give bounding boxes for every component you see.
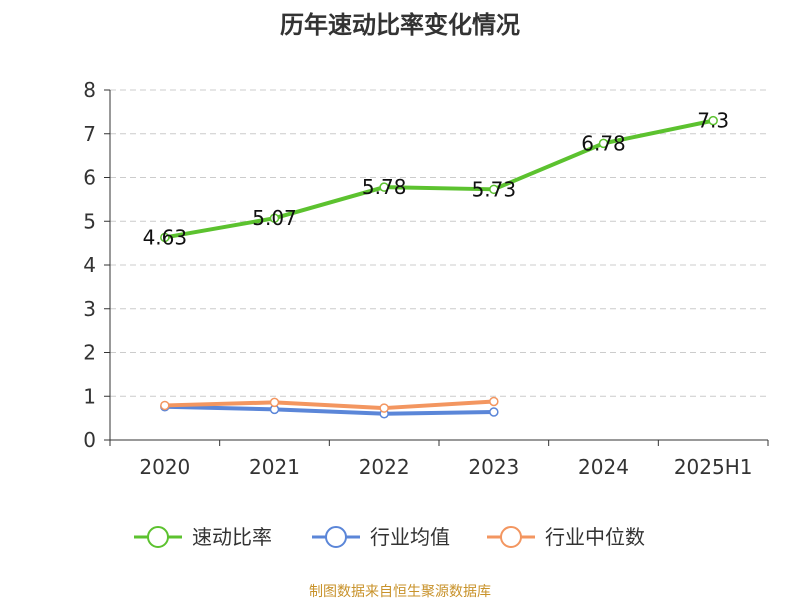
data-label: 5.73: [472, 177, 517, 201]
legend-label: 行业均值: [370, 525, 450, 549]
y-tick-label: 2: [83, 341, 96, 365]
x-tick-label: 2020: [139, 455, 190, 479]
x-tick-label: 2021: [249, 455, 300, 479]
y-tick-label: 6: [83, 166, 96, 190]
legend-label: 速动比率: [192, 525, 272, 549]
y-tick-label: 3: [83, 297, 96, 321]
series-line: [162, 404, 496, 416]
axes: 0 1 2 3 4 5 6 7 8 2020 2021 2022 2023 2024 2025H1: [83, 78, 769, 479]
grid: [110, 89, 768, 397]
data-label: 7.3: [697, 109, 729, 133]
y-tick-label: 7: [83, 122, 96, 146]
y-tick-label: 0: [83, 428, 96, 452]
chart-title: 历年速动比率变化情况: [280, 11, 520, 39]
data-point[interactable]: [269, 213, 280, 223]
x-tick-label: 2024: [578, 455, 629, 479]
x-tick-label: 2025H1: [674, 455, 753, 479]
data-point[interactable]: [160, 400, 170, 411]
y-tick-label: 1: [83, 384, 96, 408]
legend-item[interactable]: 行业中位数: [487, 525, 645, 549]
legend-item[interactable]: 行业均值: [312, 525, 450, 549]
data-point[interactable]: [489, 184, 499, 195]
legend[interactable]: 速动比率 行业均值 行业中位数: [134, 525, 645, 549]
data-point[interactable]: [160, 232, 170, 243]
data-label: 5.78: [362, 175, 407, 199]
data-point[interactable]: [269, 397, 280, 408]
data-label: 4.63: [143, 225, 188, 249]
data-label: 6.78: [581, 131, 626, 155]
y-tick-label: 8: [83, 78, 96, 102]
series-line: [162, 118, 716, 240]
data-label: 5.07: [252, 206, 297, 230]
legend-item[interactable]: 速动比率: [134, 525, 272, 549]
legend-marker: [325, 526, 347, 548]
y-tick-label: 4: [83, 253, 96, 277]
data-point[interactable]: [708, 115, 718, 126]
data-labels: 4.63 5.07 5.78 5.73 6.78 7.3: [143, 109, 730, 250]
x-tick-label: 2022: [359, 455, 410, 479]
data-point[interactable]: [379, 182, 389, 192]
data-point[interactable]: [379, 403, 389, 413]
source-note: 制图数据来自恒生聚源数据库: [309, 584, 491, 600]
legend-marker: [147, 526, 169, 548]
data-point[interactable]: [598, 138, 609, 149]
y-tick-label: 5: [83, 209, 96, 233]
x-tick-label: 2023: [468, 455, 519, 479]
series-line: [162, 399, 496, 411]
legend-marker: [500, 526, 522, 548]
legend-label: 行业中位数: [545, 525, 645, 549]
data-point[interactable]: [489, 407, 499, 417]
series-layer: [160, 115, 718, 419]
data-point[interactable]: [489, 396, 499, 407]
